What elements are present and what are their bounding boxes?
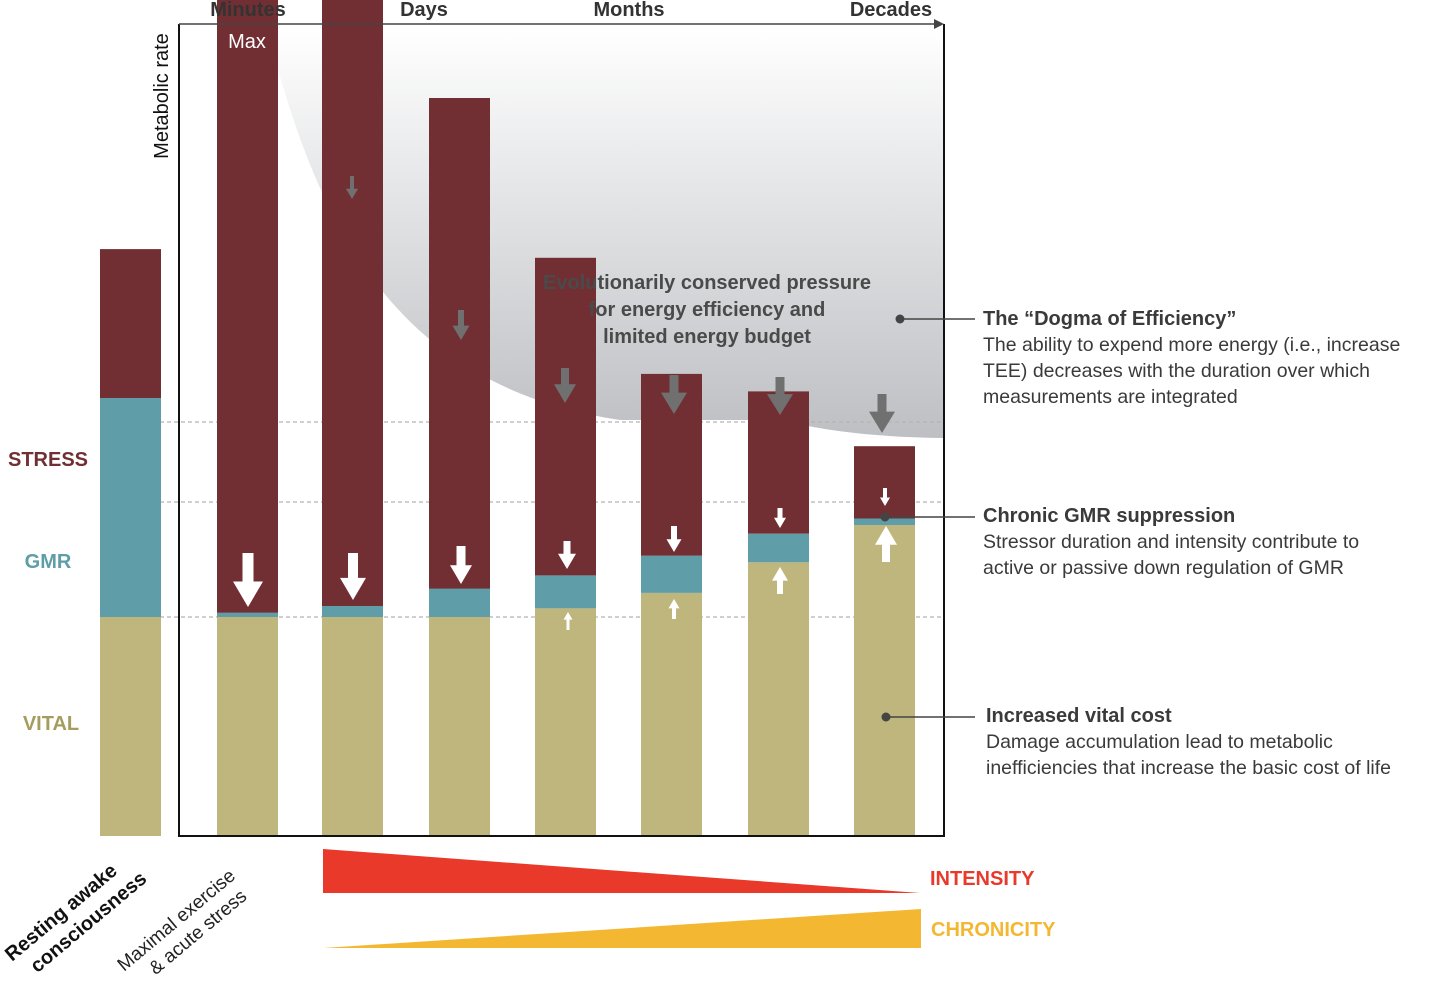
- gmr-down-arrow-3: [450, 546, 472, 584]
- arrows-layer: [233, 176, 897, 630]
- bar-8-stress-segment: [854, 446, 915, 519]
- vital-up-arrow-4: [875, 526, 897, 562]
- pressure-text-line-3: limited energy budget: [603, 326, 811, 348]
- intensity-wedge: [323, 849, 920, 893]
- stacked-bars: [100, 0, 915, 837]
- bar-4-stress-segment: [429, 98, 490, 589]
- time-label-decades: Decades: [850, 0, 932, 21]
- y-axis-label: Metabolic rate: [151, 33, 173, 159]
- legend-gmr: GMR: [25, 551, 72, 573]
- gmr-down-arrow-5: [666, 526, 682, 552]
- bar-4-gmr-segment: [429, 588, 490, 617]
- intensity-label: INTENSITY: [930, 868, 1035, 890]
- bar-3-vital-segment: [322, 617, 383, 836]
- pressure-arrow-4: [661, 375, 687, 414]
- gmr-down-arrow-7: [880, 488, 890, 506]
- vital-up-arrow-2: [668, 599, 680, 619]
- max-label: Max: [228, 31, 266, 53]
- annotation-vital-line-2: inefficiencies that increase the basic c…: [986, 757, 1392, 779]
- bar-1-gmr-segment: [100, 398, 161, 617]
- bar-8-vital-segment: [854, 525, 915, 836]
- gmr-down-arrow-1: [233, 553, 263, 607]
- pressure-arrow-5: [767, 377, 793, 415]
- chronicity-label: CHRONICITY: [931, 919, 1056, 941]
- gmr-down-arrow-2: [340, 553, 366, 600]
- gmr-down-arrow-4: [558, 541, 576, 569]
- bar-4-vital-segment: [429, 617, 490, 836]
- legend-vital: VITAL: [23, 713, 79, 735]
- time-label-minutes: Minutes: [210, 0, 286, 21]
- time-label-months: Months: [593, 0, 664, 21]
- annotation-gmr-title: Chronic GMR suppression: [983, 505, 1236, 527]
- pressure-arrow-3: [554, 368, 576, 403]
- annotation-vital: Increased vital cost Damage accumulation…: [986, 703, 1454, 781]
- bar-2-gmr-segment: [217, 612, 278, 617]
- annotation-vital-title: Increased vital cost: [986, 705, 1172, 727]
- bar-1-stress-segment: [100, 249, 161, 398]
- annotation-efficiency-line-3: measurements are integrated: [983, 386, 1238, 408]
- bar-2-stress-segment: [217, 0, 278, 613]
- pressure-arrow-2: [452, 310, 470, 340]
- bar-2-vital-segment: [217, 617, 278, 836]
- legend-stress: STRESS: [8, 449, 88, 471]
- chronicity-wedge: [323, 909, 921, 948]
- pressure-text-line-1: Evolutionarily conserved pressure: [543, 272, 871, 294]
- bar-5-vital-segment: [535, 608, 596, 836]
- bar-3-stress-segment: [322, 0, 383, 607]
- bar-5-stress-segment: [535, 257, 596, 576]
- bar-7-vital-segment: [748, 562, 809, 837]
- pressure-arrow-6: [869, 394, 895, 433]
- annotation-vital-line-1: Damage accumulation lead to metabolic: [986, 731, 1333, 753]
- bar-1-vital-segment: [100, 617, 161, 836]
- annotation-gmr-line-2: active or passive down regulation of GMR: [983, 557, 1344, 579]
- annotation-gmr: Chronic GMR suppression Stressor duratio…: [983, 503, 1453, 581]
- bar-7-gmr-segment: [748, 533, 809, 563]
- vital-up-arrow-3: [772, 567, 788, 594]
- annotation-efficiency-line-2: TEE) decreases with the duration over wh…: [983, 360, 1370, 382]
- time-axis-arrowhead: [934, 19, 944, 29]
- bar-6-vital-segment: [641, 592, 702, 836]
- gmr-down-arrow-6: [774, 508, 786, 528]
- pressure-arrow-days: [346, 176, 358, 199]
- annotation-gmr-line-1: Stressor duration and intensity contribu…: [983, 531, 1360, 553]
- annotation-efficiency: The “Dogma of Efficiency” The ability to…: [983, 306, 1453, 410]
- pressure-text-line-2: for energy efficiency and: [589, 299, 826, 321]
- bar-6-gmr-segment: [641, 555, 702, 593]
- annotation-efficiency-line-1: The ability to expend more energy (i.e.,…: [983, 334, 1401, 356]
- bar-8-gmr-segment: [854, 518, 915, 525]
- vital-up-arrow-1: [563, 612, 573, 630]
- bar-3-gmr-segment: [322, 606, 383, 617]
- annotation-efficiency-title: The “Dogma of Efficiency”: [983, 308, 1237, 330]
- time-label-days: Days: [400, 0, 448, 21]
- bar-5-gmr-segment: [535, 575, 596, 609]
